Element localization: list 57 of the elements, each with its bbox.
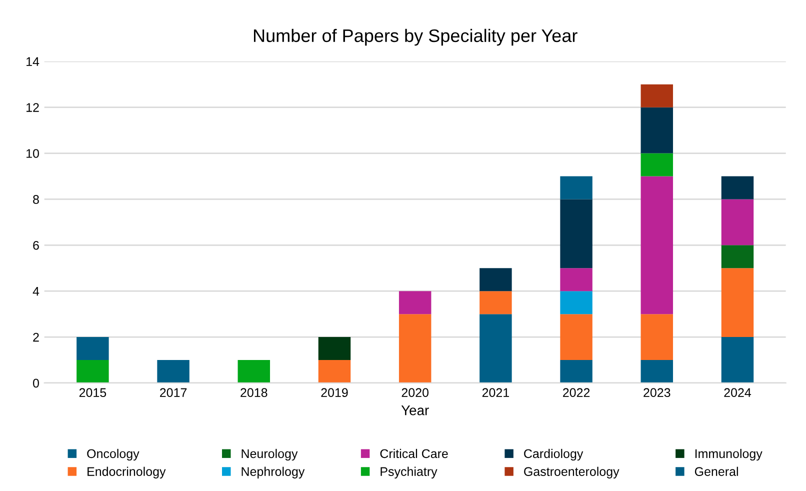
bar	[238, 360, 270, 383]
bar	[480, 291, 512, 314]
bar	[76, 337, 109, 360]
x-tick-label: 2017	[160, 388, 187, 398]
y-tick-label: 6	[33, 240, 39, 250]
legend-label: Oncology	[87, 448, 140, 461]
bar	[560, 314, 592, 360]
bar	[398, 291, 432, 314]
bar	[318, 337, 351, 360]
bar	[721, 176, 754, 200]
bar	[640, 107, 674, 154]
bar	[318, 360, 351, 383]
x-tick-label: 2021	[482, 388, 509, 398]
bar	[640, 84, 674, 108]
y-tick-label: 12	[26, 103, 39, 112]
y-tick-label: 8	[33, 195, 39, 204]
legend-label: Neurology	[242, 448, 298, 461]
bar	[157, 360, 190, 383]
x-tick-label: 2022	[563, 388, 590, 398]
bar	[560, 268, 592, 292]
x-tick-label: 2024	[724, 388, 752, 398]
legend-label: General	[694, 466, 738, 476]
bar	[721, 268, 754, 338]
bar	[721, 245, 754, 268]
x-tick-label: 2015	[79, 388, 106, 398]
chart-title: Number of Papers by Speciality per Year	[254, 28, 578, 46]
legend-label: Nephrology	[242, 466, 305, 478]
x-tick-label: 2020	[402, 388, 429, 398]
legend-label: Immunology	[695, 448, 762, 461]
y-tick-label: 10	[26, 149, 39, 158]
bar	[640, 176, 674, 314]
legend-label: Endocrinology	[88, 466, 166, 478]
legend-label: Critical Care	[380, 448, 448, 458]
x-tick-label: 2023	[644, 388, 670, 398]
bar	[640, 360, 674, 383]
bar	[560, 360, 592, 383]
legend-label: Psychiatry	[380, 466, 438, 478]
bar	[640, 153, 674, 176]
legend-label: Cardiology	[524, 448, 584, 461]
bar	[560, 176, 592, 200]
x-axis-title: Year	[401, 406, 429, 416]
x-tick-label: 2018	[240, 388, 268, 398]
y-tick-label: 4	[32, 287, 40, 296]
bar	[480, 268, 512, 292]
y-tick-label: 2	[33, 332, 39, 342]
x-tick-label: 2019	[321, 388, 348, 398]
bar	[480, 314, 512, 383]
y-tick-label: 14	[26, 57, 40, 66]
bar	[76, 360, 109, 383]
bar	[640, 314, 674, 360]
bar	[560, 291, 592, 314]
bar	[560, 199, 592, 268]
bar	[721, 199, 754, 246]
y-tick-label: 0	[33, 378, 39, 388]
bar	[721, 337, 754, 383]
legend-label: Gastroenterology	[524, 466, 620, 478]
bar	[398, 314, 432, 383]
